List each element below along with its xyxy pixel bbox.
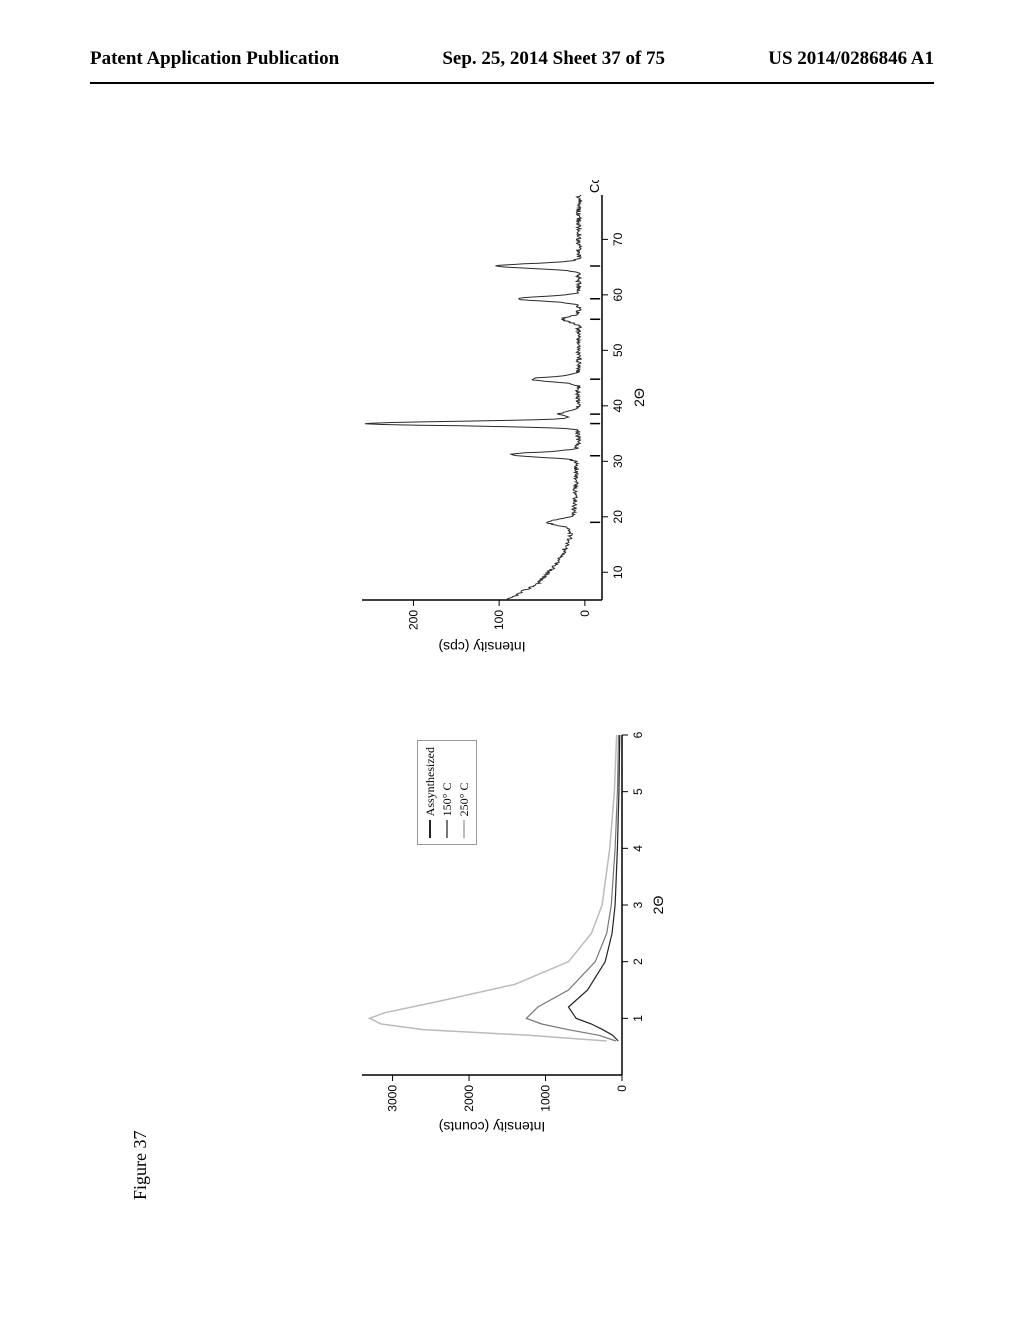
svg-text:0: 0 bbox=[615, 1085, 629, 1092]
legend-label: 150° C bbox=[439, 783, 456, 817]
header-center: Sep. 25, 2014 Sheet 37 of 75 bbox=[442, 48, 665, 70]
svg-text:2000: 2000 bbox=[462, 1085, 476, 1112]
svg-text:1: 1 bbox=[631, 1015, 645, 1022]
header-left: Patent Application Publication bbox=[90, 48, 339, 70]
legend-swatch bbox=[429, 820, 431, 838]
svg-text:Intensity (cps): Intensity (cps) bbox=[438, 639, 525, 655]
svg-text:4: 4 bbox=[631, 845, 645, 852]
svg-text:5: 5 bbox=[631, 788, 645, 795]
header-right: US 2014/0286846 A1 bbox=[768, 48, 934, 70]
legend-label: 250° C bbox=[456, 783, 473, 817]
svg-text:30: 30 bbox=[611, 454, 625, 468]
svg-text:Co₃O₄: Co₃O₄ bbox=[587, 180, 602, 193]
legend-item: Assynthesized bbox=[422, 747, 439, 838]
saxs-legend: Assynthesized150° C250° C bbox=[417, 740, 477, 845]
page-header: Patent Application Publication Sep. 25, … bbox=[0, 48, 1024, 70]
svg-text:10: 10 bbox=[611, 565, 625, 579]
legend-item: 250° C bbox=[456, 747, 473, 838]
header-rule bbox=[90, 82, 934, 84]
legend-item: 150° C bbox=[439, 747, 456, 838]
legend-swatch bbox=[446, 820, 448, 838]
svg-text:100: 100 bbox=[492, 610, 506, 630]
figure-label: Figure 37 bbox=[130, 1131, 151, 1201]
legend-label: Assynthesized bbox=[422, 747, 439, 816]
legend-swatch bbox=[463, 820, 465, 838]
svg-text:200: 200 bbox=[406, 610, 420, 630]
svg-text:0: 0 bbox=[578, 610, 592, 617]
svg-text:60: 60 bbox=[611, 288, 625, 302]
svg-text:1000: 1000 bbox=[539, 1085, 553, 1112]
svg-text:2: 2 bbox=[631, 958, 645, 965]
svg-text:3000: 3000 bbox=[386, 1085, 400, 1112]
svg-text:40: 40 bbox=[611, 399, 625, 413]
svg-text:70: 70 bbox=[611, 232, 625, 246]
svg-text:50: 50 bbox=[611, 343, 625, 357]
svg-text:2Θ: 2Θ bbox=[650, 896, 666, 915]
xrd-chart: 10 20 30 40 50 60 70 0 100 200 Intensity (cps) 2Θ Co… bbox=[347, 180, 677, 660]
charts-container: 1234560100020003000Intensity (counts)2ΘA… bbox=[347, 180, 677, 1140]
svg-text:6: 6 bbox=[631, 731, 645, 738]
svg-text:2Θ: 2Θ bbox=[631, 388, 647, 407]
svg-text:3: 3 bbox=[631, 901, 645, 908]
saxs-chart: 1 2 3 4 5 6 0 1000 2000 3000 Intensity (counts) 2Θ A… bbox=[347, 720, 677, 1140]
svg-text:Intensity (counts): Intensity (counts) bbox=[439, 1119, 546, 1135]
svg-text:20: 20 bbox=[611, 510, 625, 524]
